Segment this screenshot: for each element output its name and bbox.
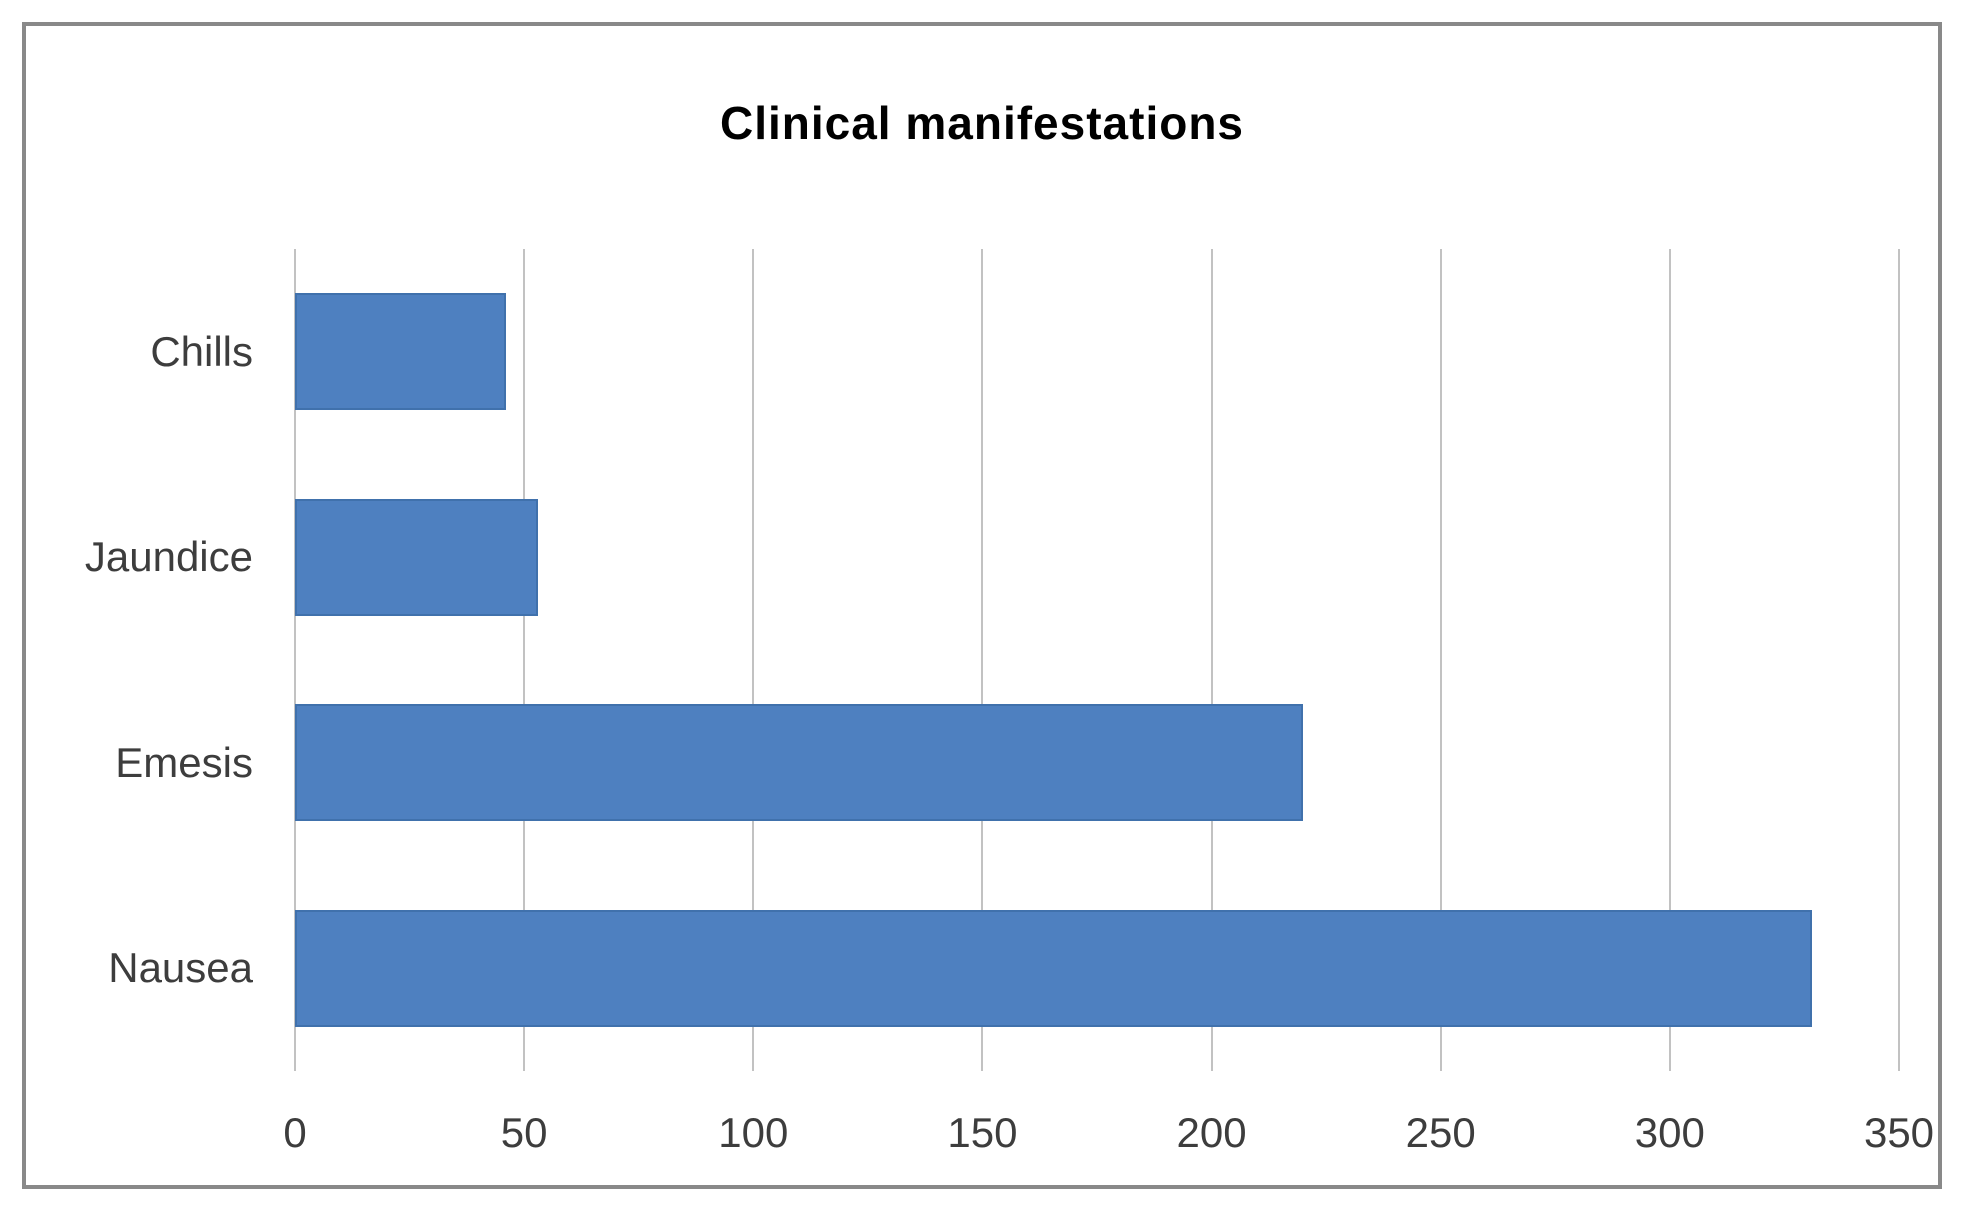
- category-axis: Chills Jaundice Emesis Nausea: [56, 249, 253, 1071]
- chart-frame: Clinical manifestations Chills Jaundice Em…: [22, 22, 1942, 1189]
- bar-nausea: [295, 909, 1812, 1027]
- gridline: [294, 249, 296, 1071]
- gridline: [752, 249, 755, 1071]
- gridline: [1898, 249, 1900, 1071]
- tick-label: 100: [718, 1109, 789, 1156]
- gridline: [523, 249, 526, 1071]
- tick-label: 300: [1634, 1109, 1705, 1156]
- bar-row: [295, 866, 1899, 1072]
- tick-label: 150: [947, 1109, 1018, 1156]
- category-label: Jaundice: [84, 533, 253, 581]
- category-label: Nausea: [108, 944, 253, 992]
- gridline: [1439, 249, 1442, 1071]
- bar-row: [295, 660, 1899, 866]
- tick-label: 50: [500, 1109, 548, 1156]
- tick-label: 200: [1176, 1109, 1247, 1156]
- tick-label: 250: [1405, 1109, 1476, 1156]
- value-axis: 0 50 100 150 200 250 300 350: [283, 1109, 1934, 1169]
- bar-emesis: [295, 704, 1304, 822]
- gridline: [1210, 249, 1213, 1071]
- bar-row: [295, 455, 1899, 661]
- category-label: Emesis: [115, 738, 253, 786]
- gridline: [981, 249, 984, 1071]
- bar-row: [295, 249, 1899, 455]
- tick-label: 350: [1863, 1109, 1935, 1156]
- gridline: [1668, 249, 1671, 1071]
- bar-jaundice: [295, 498, 538, 616]
- plot-area: [294, 249, 1900, 1072]
- category-label: Chills: [150, 327, 253, 375]
- bar-chills: [295, 293, 506, 411]
- chart-title: Clinical manifestations: [719, 97, 1244, 149]
- tick-label: 0: [283, 1109, 307, 1156]
